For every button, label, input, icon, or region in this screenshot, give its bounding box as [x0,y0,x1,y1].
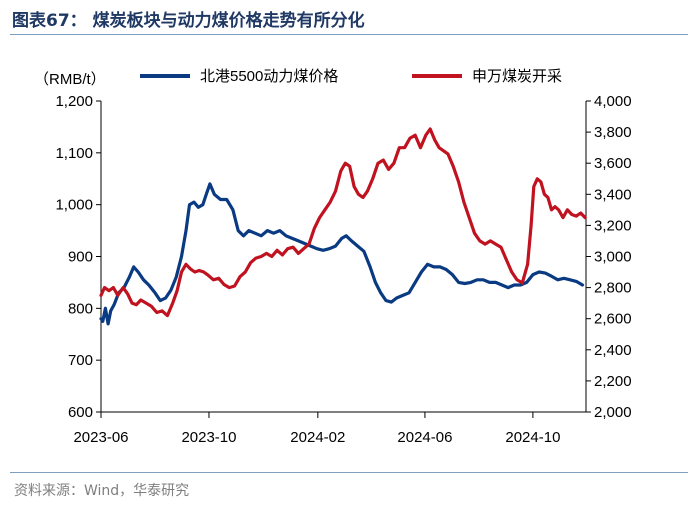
legend-label: 申万煤炭开采 [472,68,562,85]
series-line-coal-index [99,127,587,318]
source-rule [10,472,688,473]
left-tick-label: 1,200 [55,93,93,110]
right-tick-label: 2,400 [594,342,632,359]
legend-label: 北港5500动力煤价格 [200,68,338,85]
right-tick-label: 4,000 [594,93,632,110]
left-tick-label: 700 [68,352,93,369]
legend: 北港5500动力煤价格 申万煤炭开采 [140,68,562,85]
x-tick-label: 2024-10 [505,429,560,446]
series-line-coal-price [99,182,585,326]
source-note: 资料来源：Wind，华泰研究 [14,483,190,499]
x-tick-label: 2024-02 [290,429,345,446]
right-tick-label: 3,800 [594,124,632,141]
left-tick-label: 600 [68,404,93,421]
right-tick-label: 2,800 [594,280,632,297]
left-tick-label: 1,100 [55,145,93,162]
right-tick-label: 3,200 [594,217,632,234]
x-tick-label: 2023-10 [181,429,236,446]
tick-labels: 600 700 800 900 1,000 1,100 1,200 2,000 2,200 2,4… [55,93,631,446]
right-tick-label: 3,400 [594,186,632,203]
right-tick-label: 2,200 [594,373,632,390]
axes [96,100,591,418]
right-tick-label: 3,000 [594,249,632,266]
figure-title: 图表67： 煤炭板块与动力煤价格走势有所分化 [12,11,365,31]
right-tick-label: 3,600 [594,155,632,172]
title-rule [10,34,688,35]
left-tick-label: 1,000 [55,197,93,214]
left-tick-label: 800 [68,300,93,317]
x-tick-label: 2023-06 [73,429,128,446]
left-axis-unit: （RMB/t） [34,71,106,88]
chart: 600 700 800 900 1,000 1,100 1,200 2,000 2,200 2,4… [34,68,632,446]
left-tick-label: 900 [68,249,93,266]
right-tick-label: 2,600 [594,311,632,328]
right-tick-label: 2,000 [594,404,632,421]
series-lines [99,127,587,326]
x-tick-label: 2024-06 [397,429,452,446]
